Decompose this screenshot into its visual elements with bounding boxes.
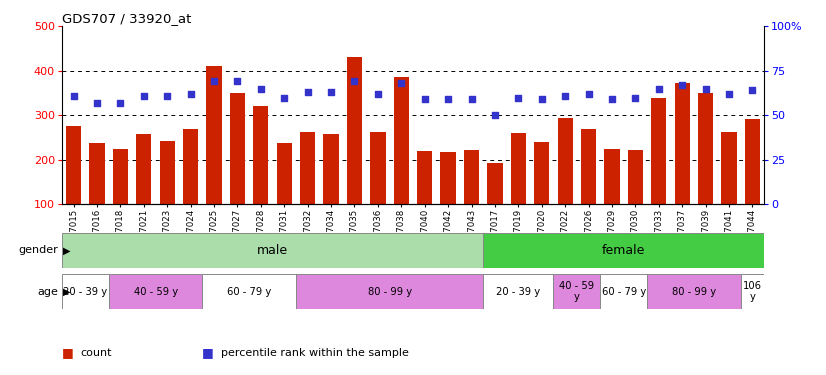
Point <box>629 94 642 100</box>
Bar <box>417 151 432 204</box>
Text: GDS707 / 33920_at: GDS707 / 33920_at <box>62 12 192 25</box>
Text: 80 - 99 y: 80 - 99 y <box>672 286 716 297</box>
Bar <box>510 133 526 204</box>
Bar <box>62 274 109 309</box>
Bar <box>553 274 601 309</box>
Bar <box>628 150 643 204</box>
Point <box>137 93 150 99</box>
Bar <box>487 163 502 204</box>
Point <box>230 78 244 84</box>
Text: age: age <box>37 286 58 297</box>
Bar <box>113 149 128 204</box>
Text: ■: ■ <box>62 346 74 359</box>
Point <box>465 96 478 102</box>
Bar <box>483 274 553 309</box>
Point <box>722 91 735 97</box>
Point <box>699 86 712 92</box>
Text: male: male <box>257 244 288 257</box>
Text: ▶: ▶ <box>63 245 70 255</box>
Bar <box>647 274 741 309</box>
Bar <box>745 119 760 204</box>
Point <box>184 91 197 97</box>
Bar <box>230 93 245 204</box>
Point <box>348 78 361 84</box>
Text: count: count <box>80 348 112 357</box>
Text: 60 - 79 y: 60 - 79 y <box>601 286 646 297</box>
Point <box>746 87 759 93</box>
Bar <box>741 274 764 309</box>
Text: 20 - 39 y: 20 - 39 y <box>496 286 540 297</box>
Text: percentile rank within the sample: percentile rank within the sample <box>221 348 408 357</box>
Point <box>418 96 431 102</box>
Bar <box>202 274 296 309</box>
Text: gender: gender <box>18 245 58 255</box>
Point <box>652 86 665 92</box>
Point <box>558 93 572 99</box>
Bar <box>324 134 339 204</box>
Bar <box>440 152 456 204</box>
Text: 20 - 39 y: 20 - 39 y <box>64 286 107 297</box>
Point <box>441 96 454 102</box>
Bar <box>464 150 479 204</box>
Bar <box>206 66 221 204</box>
Bar <box>300 132 316 204</box>
Point <box>325 89 338 95</box>
Bar <box>66 126 81 204</box>
Bar <box>651 98 667 204</box>
Bar <box>698 93 713 204</box>
Point <box>395 80 408 86</box>
Text: 80 - 99 y: 80 - 99 y <box>368 286 411 297</box>
Point <box>582 91 595 97</box>
Point <box>114 100 127 106</box>
Text: female: female <box>602 244 645 257</box>
Bar <box>277 143 292 204</box>
Point <box>605 96 619 102</box>
Point <box>254 86 268 92</box>
Bar <box>483 232 764 268</box>
Point <box>301 89 314 95</box>
Point <box>535 96 548 102</box>
Bar <box>109 274 202 309</box>
Bar <box>183 129 198 204</box>
Bar <box>394 78 409 204</box>
Point <box>278 94 291 100</box>
Bar <box>675 83 690 204</box>
Text: 40 - 59
y: 40 - 59 y <box>559 281 595 302</box>
Bar <box>721 132 737 204</box>
Bar <box>581 129 596 204</box>
Bar <box>347 57 362 204</box>
Bar <box>159 141 175 204</box>
Point <box>372 91 385 97</box>
Point <box>511 94 525 100</box>
Point <box>160 93 173 99</box>
Point <box>676 82 689 88</box>
Point <box>90 100 104 106</box>
Bar <box>254 106 268 204</box>
Bar <box>296 274 483 309</box>
Bar <box>136 134 151 204</box>
Point <box>67 93 80 99</box>
Text: 40 - 59 y: 40 - 59 y <box>134 286 178 297</box>
Text: 106
y: 106 y <box>743 281 762 302</box>
Bar <box>89 143 105 204</box>
Bar <box>605 149 620 204</box>
Point <box>207 78 221 84</box>
Text: 60 - 79 y: 60 - 79 y <box>227 286 271 297</box>
Bar <box>558 117 572 204</box>
Bar <box>370 132 386 204</box>
Bar <box>601 274 647 309</box>
Text: ■: ■ <box>202 346 214 359</box>
Bar <box>534 142 549 204</box>
Text: ▶: ▶ <box>63 286 70 297</box>
Point <box>488 112 501 118</box>
Bar <box>62 232 483 268</box>
